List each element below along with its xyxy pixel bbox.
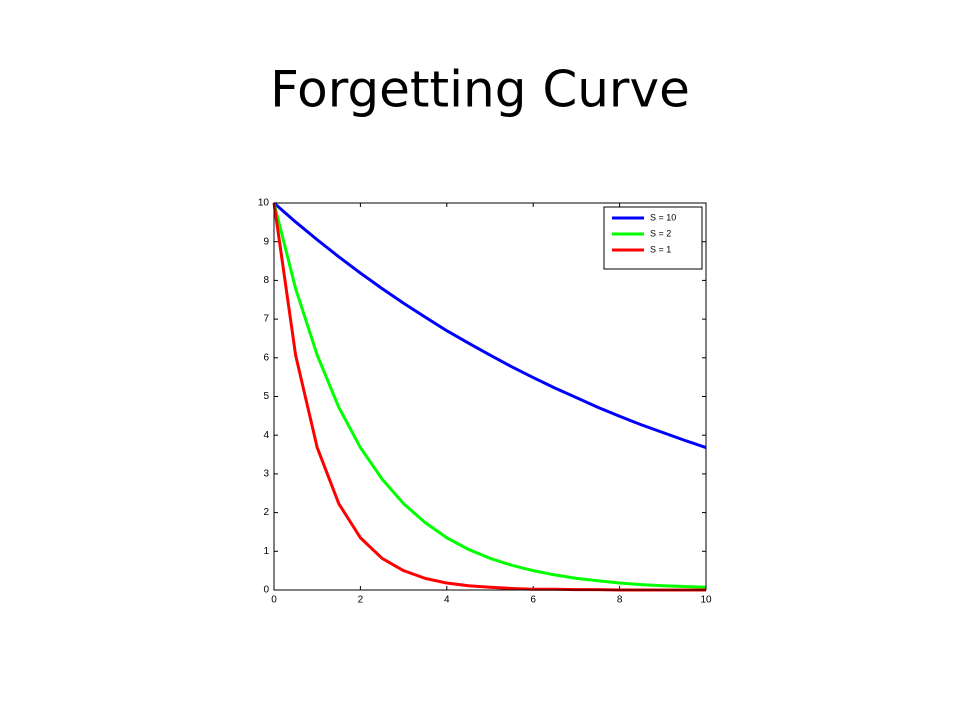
y-tick-label: 3	[263, 469, 269, 480]
legend-label: S = 2	[650, 228, 671, 238]
x-tick-label: 10	[700, 595, 712, 606]
y-tick-label: 7	[263, 314, 269, 325]
legend-label: S = 1	[650, 244, 671, 254]
slide-title: Forgetting Curve	[270, 61, 690, 119]
x-tick-label: 0	[271, 595, 277, 606]
y-tick-label: 9	[263, 236, 269, 247]
legend-box	[603, 206, 703, 270]
y-tick-label: 8	[263, 275, 269, 286]
x-tick-label: 4	[444, 595, 450, 606]
y-tick-label: 2	[263, 507, 269, 518]
y-tick-label: 6	[263, 352, 269, 363]
x-tick-label: 2	[358, 595, 364, 606]
y-tick-label: 0	[263, 585, 269, 596]
y-tick-label: 10	[258, 198, 270, 209]
legend-label: S = 10	[650, 212, 676, 222]
y-tick-label: 4	[263, 430, 269, 441]
axes-box	[273, 202, 707, 591]
x-tick-label: 8	[617, 595, 623, 606]
x-tick-label: 6	[530, 595, 536, 606]
y-tick-label: 5	[263, 391, 269, 402]
y-tick-label: 1	[263, 546, 269, 557]
series-line	[273, 201, 707, 450]
series-line	[272, 202, 707, 589]
